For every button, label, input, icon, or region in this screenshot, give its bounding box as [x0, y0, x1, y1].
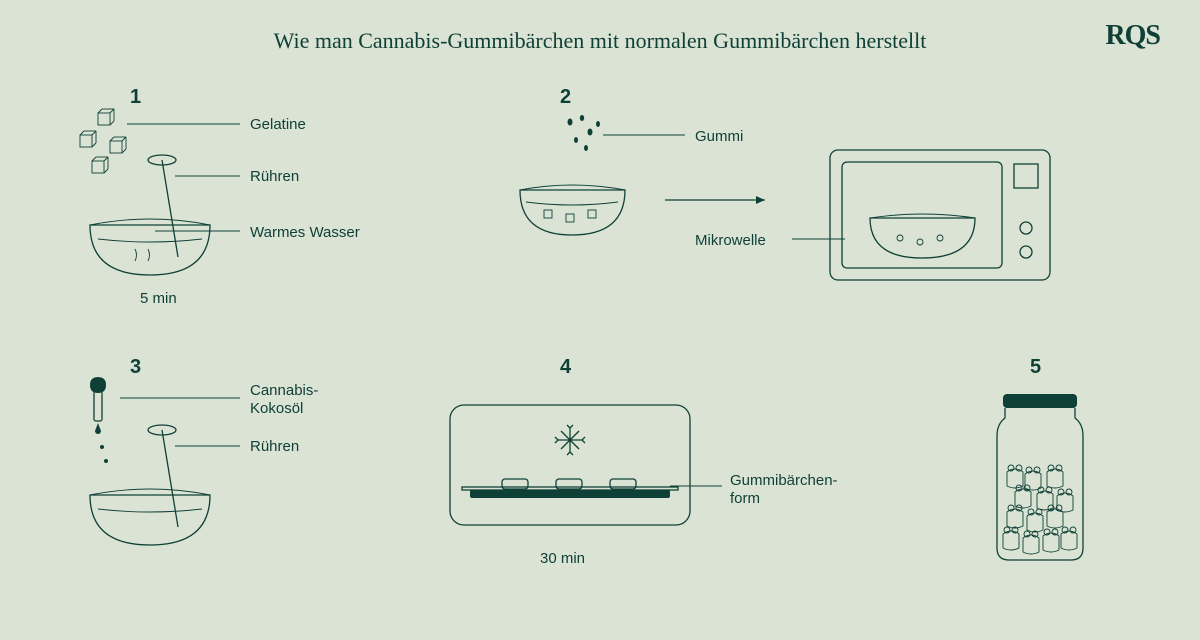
step-4-leaders — [0, 0, 900, 640]
step-5-number: 5 — [1030, 356, 1041, 379]
brand-logo: RQS — [1105, 20, 1160, 52]
step-4-time: 30 min — [540, 550, 585, 567]
step-4-label-form: Gummibärchen- form — [730, 472, 838, 508]
step-5-illustration — [975, 388, 1105, 578]
